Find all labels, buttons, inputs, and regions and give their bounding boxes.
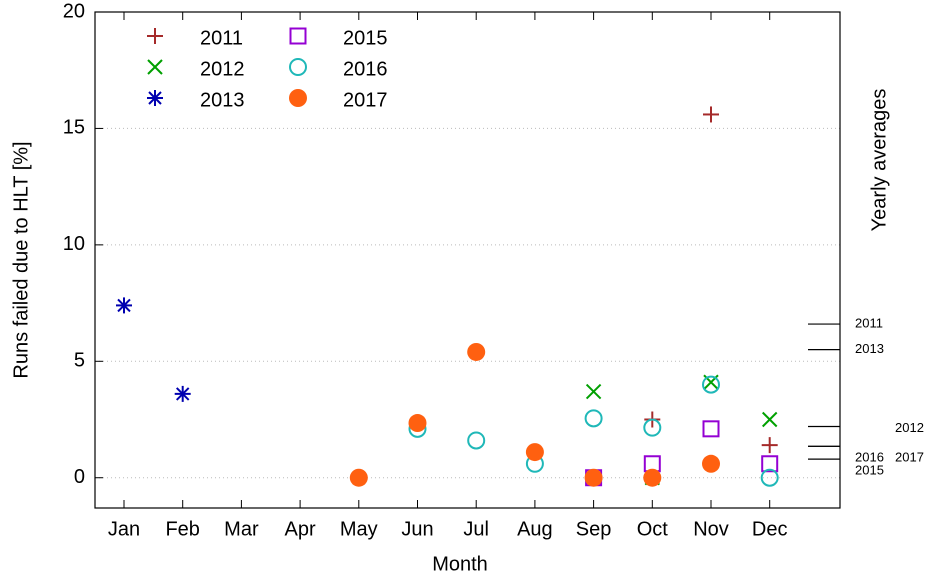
x-tick-label: Sep [576,518,612,540]
average-label: 2011 [855,315,883,330]
x-tick-label: Jan [108,518,140,540]
x-tick-label: May [340,518,378,540]
marker [643,468,662,487]
marker-shape [467,431,486,450]
marker [525,443,544,462]
average-label: 2016 [855,450,884,465]
marker [584,409,603,428]
legend-marker [289,58,307,76]
marker [643,418,662,437]
marker-shape [643,468,662,487]
legend-label: 2011 [200,27,243,49]
marker-shape [761,455,779,473]
legend-marker [147,28,163,44]
y-tick-label: 20 [63,0,85,22]
x-tick-label: Aug [517,518,553,540]
marker [349,468,368,487]
x-tick-label: Apr [285,518,316,540]
legend-label: 2017 [343,89,388,111]
average-label: 2017 [895,450,924,465]
marker [761,437,778,454]
legend-label: 2016 [343,58,388,80]
x-tick-label: Nov [693,518,729,540]
marker [408,414,427,433]
marker [467,342,486,361]
y-tick-label: 0 [74,466,85,488]
legend-marker [289,27,307,45]
marker-shape [349,468,368,487]
x-tick-label: Feb [165,518,199,540]
marker-stroke [117,298,131,313]
marker [174,385,191,402]
x-tick-label: Mar [224,518,259,540]
marker [703,106,719,123]
marker-shape [289,89,307,107]
marker-shape [408,414,427,433]
averages-title: Yearly averages [868,89,890,232]
legend-marker [289,89,307,107]
marker [702,420,720,438]
marker-stroke [148,91,162,105]
marker-stroke [147,59,163,75]
y-tick-label: 15 [63,117,85,139]
marker [467,431,486,450]
x-tick-label: Jul [463,518,489,540]
legend-marker [147,59,163,75]
marker [761,411,778,428]
marker-shape [760,468,779,487]
x-tick-label: Jun [401,518,433,540]
marker-shape [467,342,486,361]
marker-shape [702,454,720,473]
x-tick-label: Oct [637,518,669,540]
marker-shape [289,27,307,45]
y-tick-label: 5 [74,350,85,372]
y-tick-label: 10 [63,233,85,255]
marker-shape [584,468,603,487]
marker [585,383,602,400]
marker [702,454,720,473]
plot-frame [94,11,841,509]
marker-shape [702,375,720,394]
average-label: 2013 [855,341,884,356]
legend-label: 2012 [200,58,245,80]
marker-shape [584,409,603,428]
marker [761,455,779,473]
y-axis-label: Runs failed due to HLT [%] [10,141,32,378]
marker-shape [643,418,662,437]
legend-label: 2015 [343,27,388,49]
average-label: 2012 [895,420,924,435]
marker-shape [289,58,307,76]
x-axis-label: Month [432,553,488,575]
legend-marker [147,90,163,106]
marker [760,468,779,487]
marker-stroke [175,387,190,401]
average-label: 2015 [855,463,884,478]
marker [116,297,132,314]
marker-stroke [585,383,602,400]
marker-shape [525,443,544,462]
marker-stroke [761,411,778,428]
marker [584,468,603,487]
marker [702,375,720,394]
marker-shape [702,420,720,438]
x-tick-label: Dec [752,518,788,540]
legend-label: 2013 [200,89,245,111]
